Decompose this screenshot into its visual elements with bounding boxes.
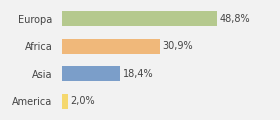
Bar — [62, 94, 68, 109]
Text: 2,0%: 2,0% — [71, 96, 95, 106]
Bar — [62, 39, 160, 54]
Bar — [62, 66, 120, 81]
Text: 30,9%: 30,9% — [163, 41, 193, 51]
Bar — [62, 11, 217, 26]
Text: 18,4%: 18,4% — [123, 69, 153, 79]
Text: 48,8%: 48,8% — [220, 14, 250, 24]
